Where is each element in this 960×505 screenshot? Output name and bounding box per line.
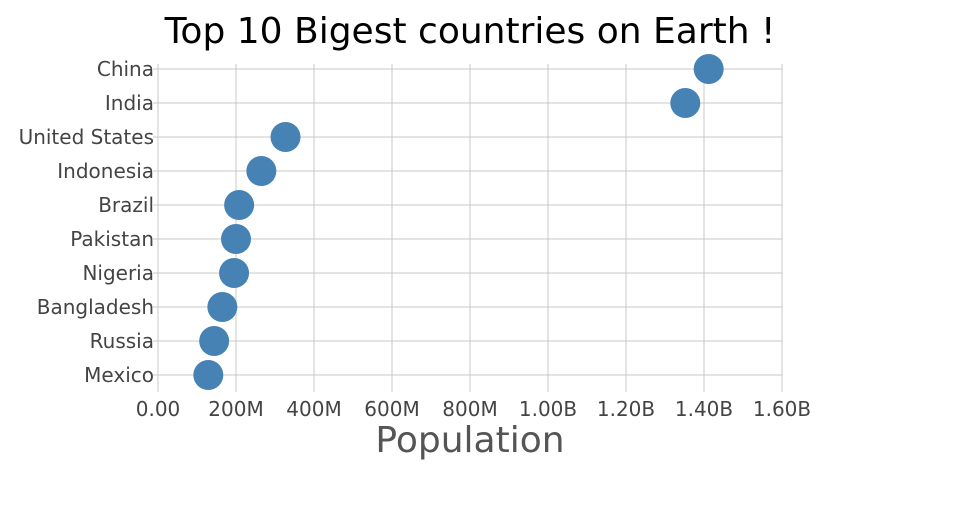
y-axis-tick-labels: China India United States Indonesia Brazil Pa… (19, 57, 154, 387)
data-point (246, 156, 277, 186)
y-tick-label: Brazil (98, 193, 154, 217)
y-tick-label: Indonesia (57, 159, 154, 183)
y-tick-label: Nigeria (82, 261, 154, 285)
x-axis-label: Population (375, 420, 564, 461)
x-tick-label: 0.00 (136, 397, 181, 421)
data-point (670, 88, 701, 118)
y-tick-label: United States (19, 125, 154, 149)
data-point (270, 122, 301, 152)
y-tick-label: Russia (90, 329, 154, 353)
x-axis-tick-labels: 0.00 200M 400M 600M 800M 1.00B 1.20B 1.40B 1.60B (136, 397, 811, 421)
data-point (221, 224, 251, 254)
x-tick-label: 1.40B (675, 397, 733, 421)
data-points (193, 54, 724, 390)
data-point (193, 360, 224, 390)
y-tick-label: China (97, 57, 154, 81)
x-tick-label: 800M (442, 397, 497, 421)
y-tick-label: Mexico (84, 363, 154, 387)
x-tick-label: 1.60B (753, 397, 811, 421)
grid (153, 64, 783, 392)
chart-title: Top 10 Bigest countries on Earth ! (164, 11, 776, 52)
data-point (224, 190, 255, 220)
data-point (207, 292, 238, 322)
data-point (199, 326, 230, 356)
y-tick-label: India (105, 91, 154, 115)
x-tick-label: 400M (286, 397, 341, 421)
x-tick-label: 200M (208, 397, 263, 421)
y-tick-label: Pakistan (70, 227, 154, 251)
data-point (693, 54, 724, 84)
x-tick-label: 1.00B (519, 397, 577, 421)
x-tick-label: 1.20B (597, 397, 655, 421)
x-tick-label: 600M (364, 397, 419, 421)
data-point (219, 258, 250, 288)
y-tick-label: Bangladesh (37, 295, 154, 319)
